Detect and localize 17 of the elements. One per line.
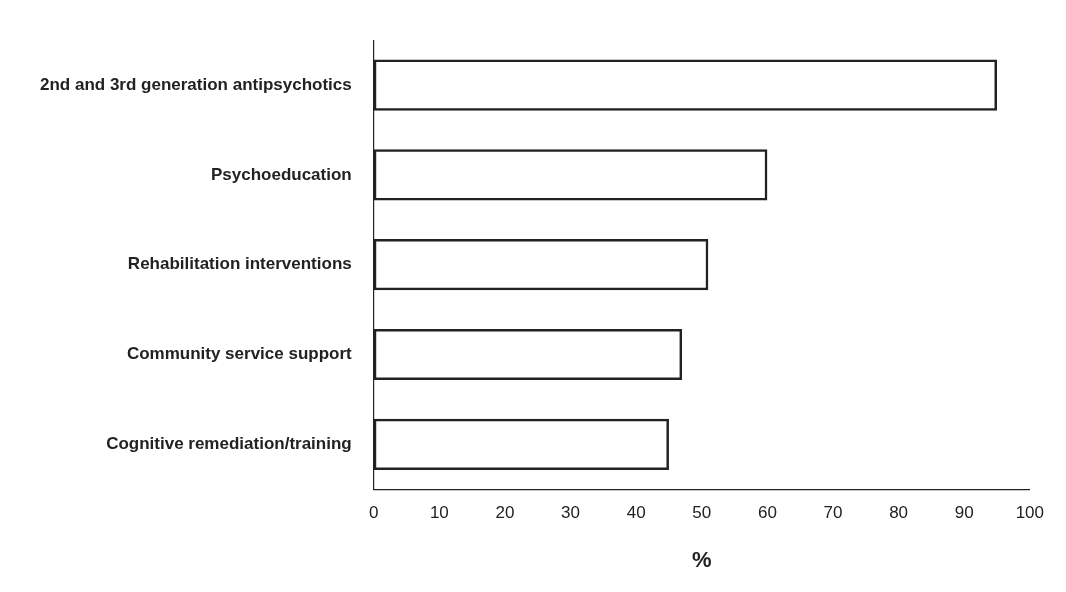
x-tick-label: 30 bbox=[561, 503, 581, 523]
y-tick-label: 2nd and 3rd generation antipsychotics bbox=[39, 74, 352, 94]
x-tick-label: 70 bbox=[823, 503, 843, 523]
x-tick-label: 50 bbox=[692, 503, 712, 523]
y-tick-label: Community service support bbox=[126, 344, 353, 364]
x-tick-label: 0 bbox=[368, 503, 379, 523]
y-tick-label: Rehabilitation interventions bbox=[127, 254, 352, 274]
x-tick-label: 60 bbox=[757, 503, 777, 523]
x-tick-label: 100 bbox=[1015, 503, 1045, 523]
x-axis-title: % bbox=[691, 546, 712, 572]
y-tick-label: Cognitive remediation/training bbox=[106, 433, 352, 453]
x-tick-label: 20 bbox=[495, 503, 515, 523]
x-tick-label: 10 bbox=[429, 503, 449, 523]
x-tick-label: 40 bbox=[626, 503, 646, 523]
x-tick-label: 80 bbox=[889, 503, 909, 523]
y-tick-label: Psychoeducation bbox=[210, 164, 352, 184]
x-tick-label: 90 bbox=[954, 503, 974, 523]
